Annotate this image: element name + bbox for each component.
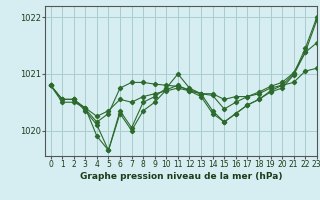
X-axis label: Graphe pression niveau de la mer (hPa): Graphe pression niveau de la mer (hPa): [80, 172, 282, 181]
